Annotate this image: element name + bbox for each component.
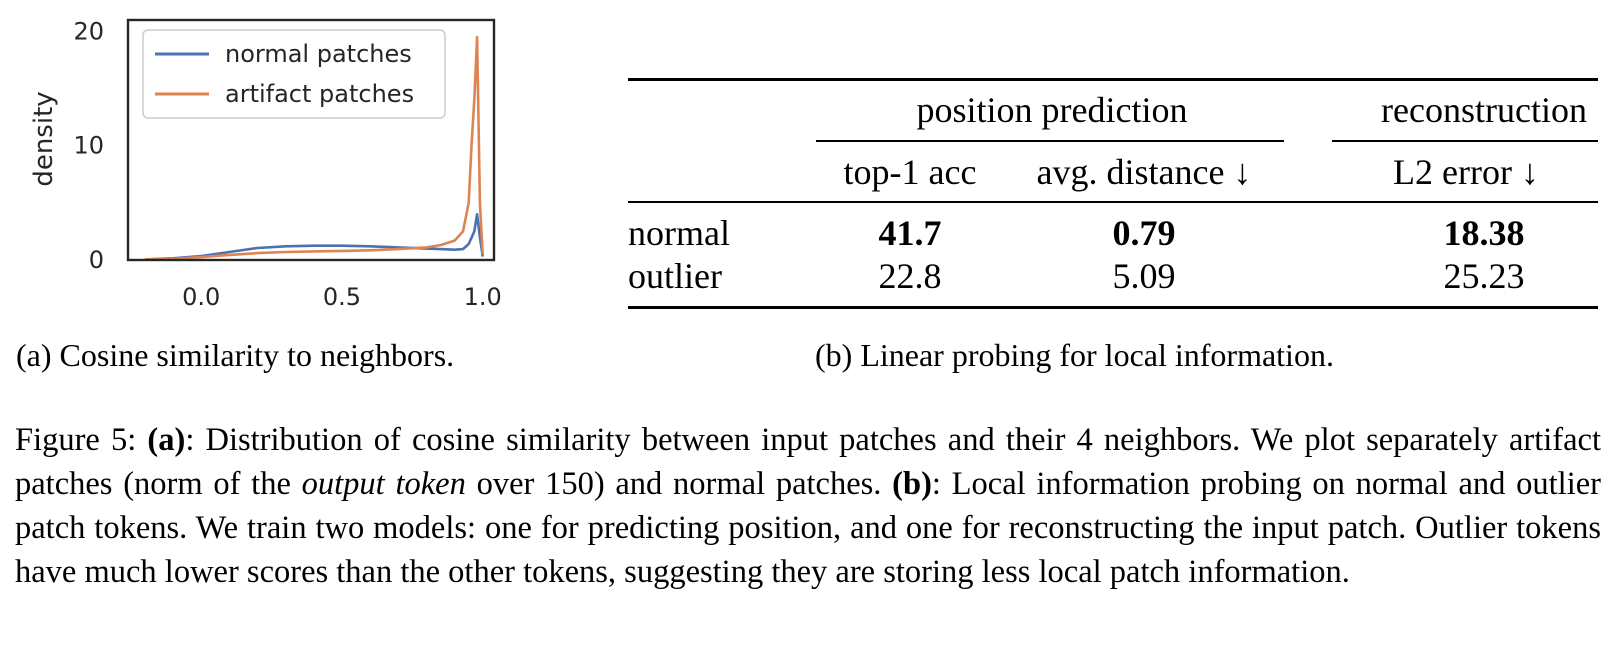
subcaption-a: (a) Cosine similarity to neighbors. [16,337,455,373]
ref-a: (a) [147,422,186,458]
y-axis-label: density [29,91,59,186]
y-tick-label: 0 [89,246,104,274]
group-header-reconstruction: reconstruction [1381,90,1587,130]
col-header-avg-distance: avg. distance ↓ [1036,152,1252,192]
normal-top1: 41.7 [878,213,942,253]
col-header-l2-error: L2 error ↓ [1393,152,1539,192]
plot-frame [126,18,496,262]
group-rule-reconstruction [1332,140,1598,142]
caption-emph: output token [301,466,466,502]
y-tick-label: 10 [73,132,104,160]
legend-label-0: normal patches [225,40,412,68]
x-tick-label: 0.0 [182,283,220,311]
x-tick-label: 0.5 [323,283,361,311]
outlier-top1: 22.8 [878,256,942,296]
group-header-position: position prediction [916,90,1188,130]
chart-svg: 0.0 0.5 1.0 0 10 20 density normal patches artif… [29,17,502,311]
row-label-normal: normal [628,213,730,253]
table-top-rule [628,78,1598,81]
legend-box [142,29,446,119]
probing-table: position prediction reconstruction top-1… [628,78,1598,328]
caption-part1: : Distribution of cosine similarity betw… [15,422,1601,502]
legend-label-1: artifact patches [225,80,414,108]
series-line-1 [144,35,484,261]
figure-label: Figure 5: [15,422,137,458]
normal-l2-error: 18.38 [1443,213,1525,253]
normal-avg-distance: 0.79 [1112,213,1176,253]
table-mid-rule [628,201,1598,203]
table-bottom-rule [628,306,1598,309]
figure-caption: Figure 5: (a): Distribution of cosine si… [15,418,1601,594]
caption-part2: over 150) and normal patches. [465,466,893,502]
subcaption-b: (b) Linear probing for local information… [815,337,1334,373]
series-line-0 [144,213,484,261]
outlier-avg-distance: 5.09 [1112,256,1176,296]
x-tick-label: 1.0 [464,283,502,311]
group-rule-position [816,140,1284,142]
outlier-l2-error: 25.23 [1443,256,1525,296]
ref-b: (b) [892,466,932,502]
col-header-top1: top-1 acc [843,152,977,192]
row-label-outlier: outlier [628,256,722,296]
y-tick-label: 20 [73,17,104,45]
caption-part3: : Local information probing on normal an… [15,466,1601,590]
cosine-similarity-chart: 0.0 0.5 1.0 0 10 20 density normal patches artif… [0,0,520,320]
